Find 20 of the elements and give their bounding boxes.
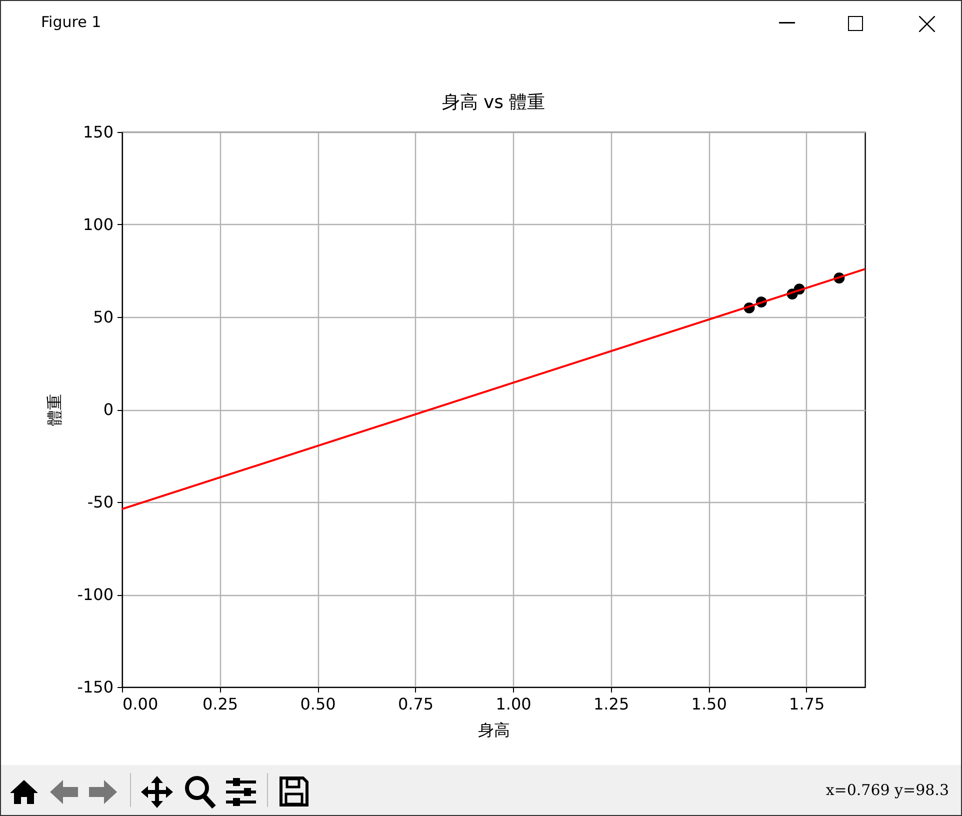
y-tick-label: 150 [82, 122, 114, 142]
y-axis-title: 體重 [45, 394, 64, 426]
x-axis-title: 身高 [478, 720, 510, 740]
x-tick-label: 0.75 [398, 694, 434, 714]
x-tick-label: 1.50 [691, 694, 727, 714]
x-tick-label: 1.00 [496, 694, 532, 714]
x-tick-label: 0.25 [202, 694, 238, 714]
y-tick-label: -150 [77, 678, 114, 696]
y-tick-label: -100 [77, 585, 114, 604]
x-tick-label: 0.00 [122, 694, 158, 714]
text: x=0.769 y=98.3 [826, 781, 949, 799]
y-tick-label: 50 [93, 308, 114, 326]
x-tick-label: 0.50 [300, 694, 336, 714]
y-tick-label: -50 [87, 492, 114, 512]
x-tick-label: 1.25 [594, 694, 630, 714]
chart-title: 身高 vs 體重 [442, 92, 546, 113]
y-tick-label: 100 [82, 215, 114, 234]
x-tick-label: 1.75 [789, 694, 825, 714]
y-tick-label: 0 [103, 400, 114, 419]
caption: Figure 1 [41, 13, 102, 31]
